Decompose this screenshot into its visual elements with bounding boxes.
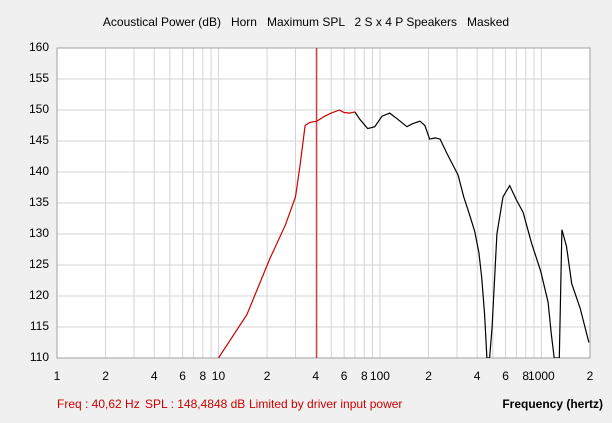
response-line (354, 111, 590, 358)
x-tick-label: 10 (212, 369, 226, 383)
x-tick-label: 4 (151, 369, 158, 383)
x-tick-label: 100 (370, 369, 390, 383)
x-tick-label: 4 (312, 369, 319, 383)
x-axis-label: Frequency (hertz) (502, 397, 603, 411)
series-group (217, 109, 590, 358)
x-tick-label: 2 (587, 369, 594, 383)
x-tick-label: 6 (341, 369, 348, 383)
spl-readout: SPL : 148,4848 dB (145, 397, 245, 411)
x-tick-label: 1000 (528, 369, 555, 383)
y-tick-label: 130 (29, 226, 49, 240)
x-tick-label: 6 (179, 369, 186, 383)
x-tick-label: 1 (54, 369, 61, 383)
chart-title: Acoustical Power (dB) Horn Maximum SPL 2… (103, 15, 509, 29)
x-tick-label: 2 (425, 369, 432, 383)
y-tick-label: 140 (29, 164, 49, 178)
freq-readout: Freq : 40,62 Hz (57, 397, 140, 411)
status-readout: Limited by driver input power (249, 397, 402, 411)
y-tick-label: 145 (29, 133, 49, 147)
plot-border (56, 47, 591, 359)
x-tick-label: 8 (522, 369, 529, 383)
x-tick-label: 4 (474, 369, 481, 383)
x-tick-label: 2 (102, 369, 109, 383)
response-line (217, 109, 356, 358)
y-tick-label: 115 (30, 319, 49, 333)
x-tick-label: 8 (199, 369, 206, 383)
y-tick-label: 125 (29, 257, 49, 271)
y-tick-label: 120 (29, 288, 49, 302)
y-tick-label: 160 (29, 40, 49, 54)
x-tick-label: 2 (264, 369, 271, 383)
x-tick-label: 6 (502, 369, 509, 383)
x-tick-label: 8 (361, 369, 368, 383)
y-tick-label: 150 (29, 102, 49, 116)
y-tick-label: 155 (29, 71, 49, 85)
y-tick-label: 135 (29, 195, 49, 209)
y-tick-label: 110 (30, 350, 49, 364)
